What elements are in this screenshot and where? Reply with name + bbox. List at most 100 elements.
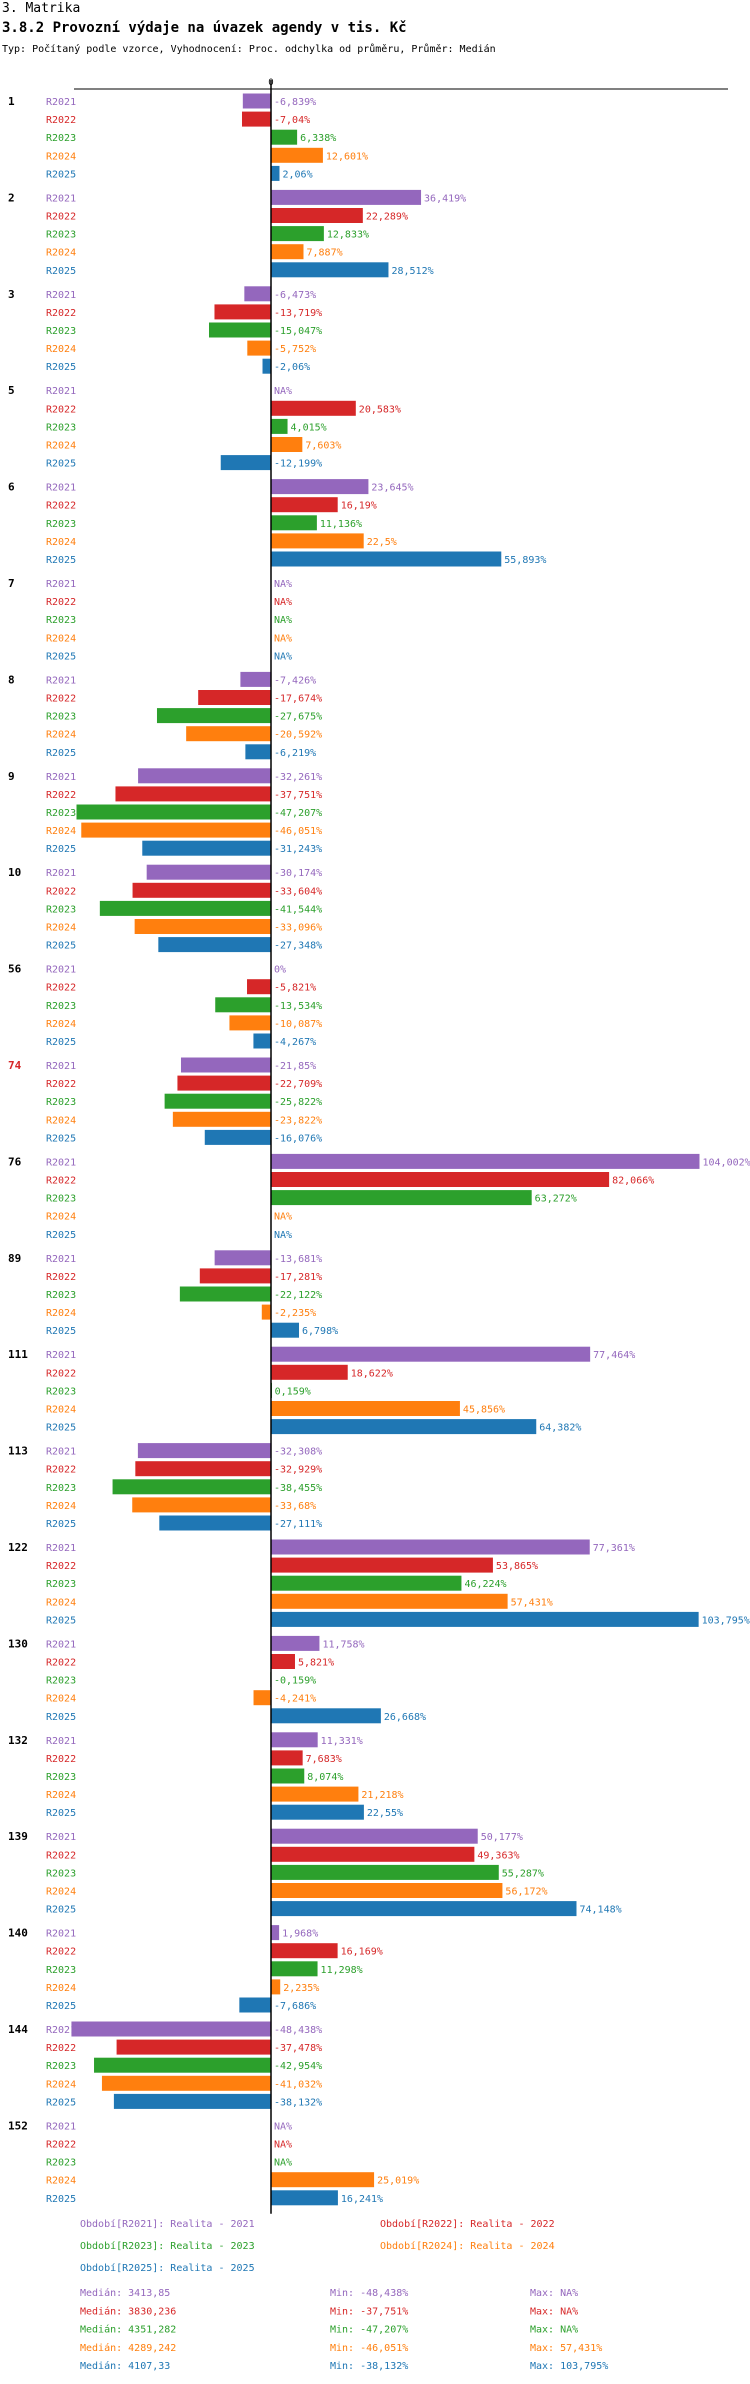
value-label: -5,821% [274, 983, 316, 994]
group-label: 1 [8, 95, 15, 108]
series-row-label: R2024 [46, 151, 76, 162]
legend-entry: Období[R2021]: Realita - 2021 [80, 2218, 255, 2230]
value-label: -37,478% [274, 2043, 322, 2054]
value-label: -22,122% [274, 1290, 322, 1301]
data-bar [271, 515, 317, 531]
series-row-label: R2022 [46, 1079, 76, 1090]
data-bar [229, 1015, 271, 1031]
value-label: -7,04% [274, 115, 310, 126]
data-bar [271, 533, 364, 549]
series-row-label: R2025 [46, 941, 76, 952]
series-row-label: R2022 [46, 1176, 76, 1187]
data-bar [271, 1419, 537, 1435]
data-bar [261, 1304, 271, 1320]
group-label: 76 [8, 1155, 22, 1168]
series-row-label: R2022 [46, 694, 76, 705]
series-row-label: R2022 [46, 1368, 76, 1379]
data-bar [271, 208, 363, 223]
series-row-label: R2022 [46, 886, 76, 897]
data-bar [164, 1093, 271, 1109]
stat-median: Medián: 4289,242 [80, 2342, 176, 2354]
value-label: 7,683% [306, 1754, 342, 1765]
group-label: 152 [8, 2119, 28, 2132]
data-bar [240, 671, 271, 687]
value-label: 11,136% [320, 519, 362, 530]
value-label: -22,709% [274, 1079, 322, 1090]
series-row-label: R2025 [46, 651, 76, 662]
value-label: 25,019% [377, 2176, 419, 2187]
data-bar [244, 286, 271, 302]
series-row-label: R2022 [46, 1658, 76, 1669]
data-bar [159, 1515, 271, 1531]
data-bar [215, 997, 271, 1013]
series-row-label: R2021 [46, 868, 76, 879]
data-bar [271, 129, 298, 145]
stat-min: Min: -37,751% [330, 2306, 408, 2317]
series-row-label: R2024 [46, 1694, 76, 1705]
data-bar [138, 768, 271, 784]
series-row-label: R2023 [46, 1290, 76, 1301]
group-label: 7 [8, 577, 15, 590]
series-row-label: R2024 [46, 2079, 76, 2090]
group-label: 2 [8, 191, 15, 204]
group-label: 144 [8, 2023, 28, 2036]
series-row-label: R2023 [46, 904, 76, 915]
series-row-label: R2021 [46, 193, 76, 204]
data-bar [271, 1346, 591, 1362]
stat-max: Max: NA% [530, 2325, 578, 2336]
series-row-label: R2024 [46, 1115, 76, 1126]
series-row-label: R2022 [46, 308, 76, 319]
series-row-label: R2021 [46, 1254, 76, 1265]
series-row-label: R2021 [46, 386, 76, 397]
data-bar [271, 1786, 359, 1802]
data-bar [132, 1497, 271, 1513]
data-bar [271, 1828, 478, 1844]
value-label: 57,431% [511, 1597, 553, 1608]
series-row-label: R2023 [46, 615, 76, 626]
data-bar [271, 497, 338, 513]
data-bar [198, 690, 271, 705]
legend-entry: Období[R2025]: Realita - 2025 [80, 2262, 255, 2274]
value-label: 64,382% [539, 1423, 581, 1434]
data-bar [177, 1075, 271, 1091]
value-label: -0,159% [274, 1676, 316, 1687]
value-label: -10,087% [274, 1019, 322, 1030]
value-label: 26,668% [384, 1712, 426, 1723]
series-row-label: R2023 [46, 1001, 76, 1012]
data-bar [271, 1804, 364, 1820]
value-label: -47,207% [274, 808, 322, 819]
series-row-label: R2021 [46, 772, 76, 783]
series-row-label: R2024 [46, 730, 76, 741]
value-label: 16,169% [341, 1947, 383, 1958]
series-row-label: R2021 [46, 579, 76, 590]
value-label: -37,751% [274, 790, 322, 801]
series-row-label: R2024 [46, 633, 76, 644]
value-label: -12,199% [274, 459, 322, 470]
value-label: 77,464% [593, 1350, 635, 1361]
value-label: -2,235% [274, 1308, 316, 1319]
value-label: 16,241% [341, 2194, 383, 2205]
value-label: 0% [274, 965, 286, 976]
data-bar [180, 1057, 271, 1073]
series-row-label: R2022 [46, 1947, 76, 1958]
stat-max: Max: 57,431% [530, 2343, 602, 2354]
data-bar [142, 840, 271, 856]
data-bar [271, 1539, 590, 1555]
group-label: 5 [8, 384, 15, 397]
data-bar [271, 1364, 348, 1380]
value-label: 6,798% [302, 1326, 338, 1337]
series-row-label: R2024 [46, 344, 76, 355]
value-label: NA% [274, 633, 292, 644]
value-label: 20,583% [359, 404, 401, 415]
group-label: 56 [8, 963, 22, 976]
group-label: 111 [8, 1348, 28, 1361]
group-label: 89 [8, 1252, 21, 1265]
stat-min: Min: -38,132% [330, 2361, 408, 2372]
data-bar [271, 1172, 610, 1187]
stat-median: Medián: 3830,236 [80, 2305, 176, 2317]
value-label: 5,821% [298, 1658, 334, 1669]
value-label: -7,426% [274, 675, 316, 686]
value-label: -42,954% [274, 2061, 322, 2072]
series-row-label: R2024 [46, 1597, 76, 1608]
value-label: 104,002% [702, 1157, 750, 1168]
